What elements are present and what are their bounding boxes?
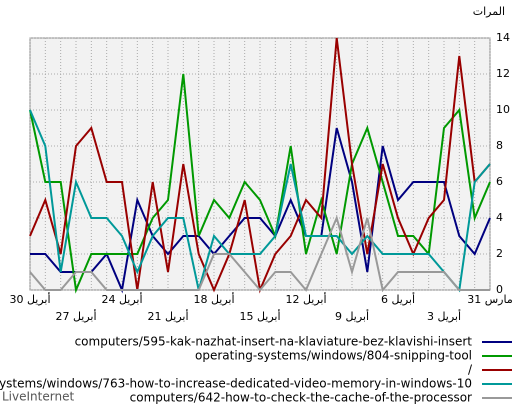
x-tick-label: 31 مارس: [467, 293, 513, 306]
x-tick-label: 3 أبريل: [427, 309, 461, 323]
y-tick-label: 10: [496, 103, 510, 116]
x-tick-label: 12 أبريل: [285, 292, 326, 306]
y-tick-label: 12: [496, 67, 510, 80]
x-tick-label: 21 أبريل: [147, 309, 188, 323]
series-line: [29, 73, 491, 294]
legend-label: computers/642-how-to-check-the-cache-of-…: [130, 391, 472, 405]
footer: LiveInternet: [2, 390, 74, 404]
y-tick-label: 6: [496, 175, 503, 188]
y-tick-label: 14: [496, 31, 510, 44]
x-tick-label: 15 أبريل: [239, 309, 280, 323]
y-axis-label: المرات: [473, 5, 505, 18]
x-tick-label: 27 أبريل: [55, 309, 96, 323]
legend-label: computers/595-kak-nazhat-insert-na-klavi…: [75, 335, 473, 349]
y-tick-label: 0: [496, 283, 503, 296]
x-tick-label: 9 أبريل: [335, 309, 369, 323]
y-tick-label: 4: [496, 211, 503, 224]
series-line: [29, 215, 490, 293]
legend-label: operating-systems/windows/804-snipping-t…: [195, 349, 472, 363]
y-tick-label: 2: [496, 247, 503, 260]
x-tick-label: 24 أبريل: [101, 292, 142, 306]
y-tick-label: 8: [496, 139, 503, 152]
legend-label: /: [468, 363, 473, 377]
series-line: [29, 109, 491, 293]
legend-label: -systems/windows/763-how-to-increase-ded…: [0, 377, 472, 391]
x-tick-label: 30 أبريل: [9, 292, 50, 306]
x-tick-label: 6 أبريل: [381, 292, 415, 306]
x-tick-label: 18 أبريل: [193, 292, 234, 306]
